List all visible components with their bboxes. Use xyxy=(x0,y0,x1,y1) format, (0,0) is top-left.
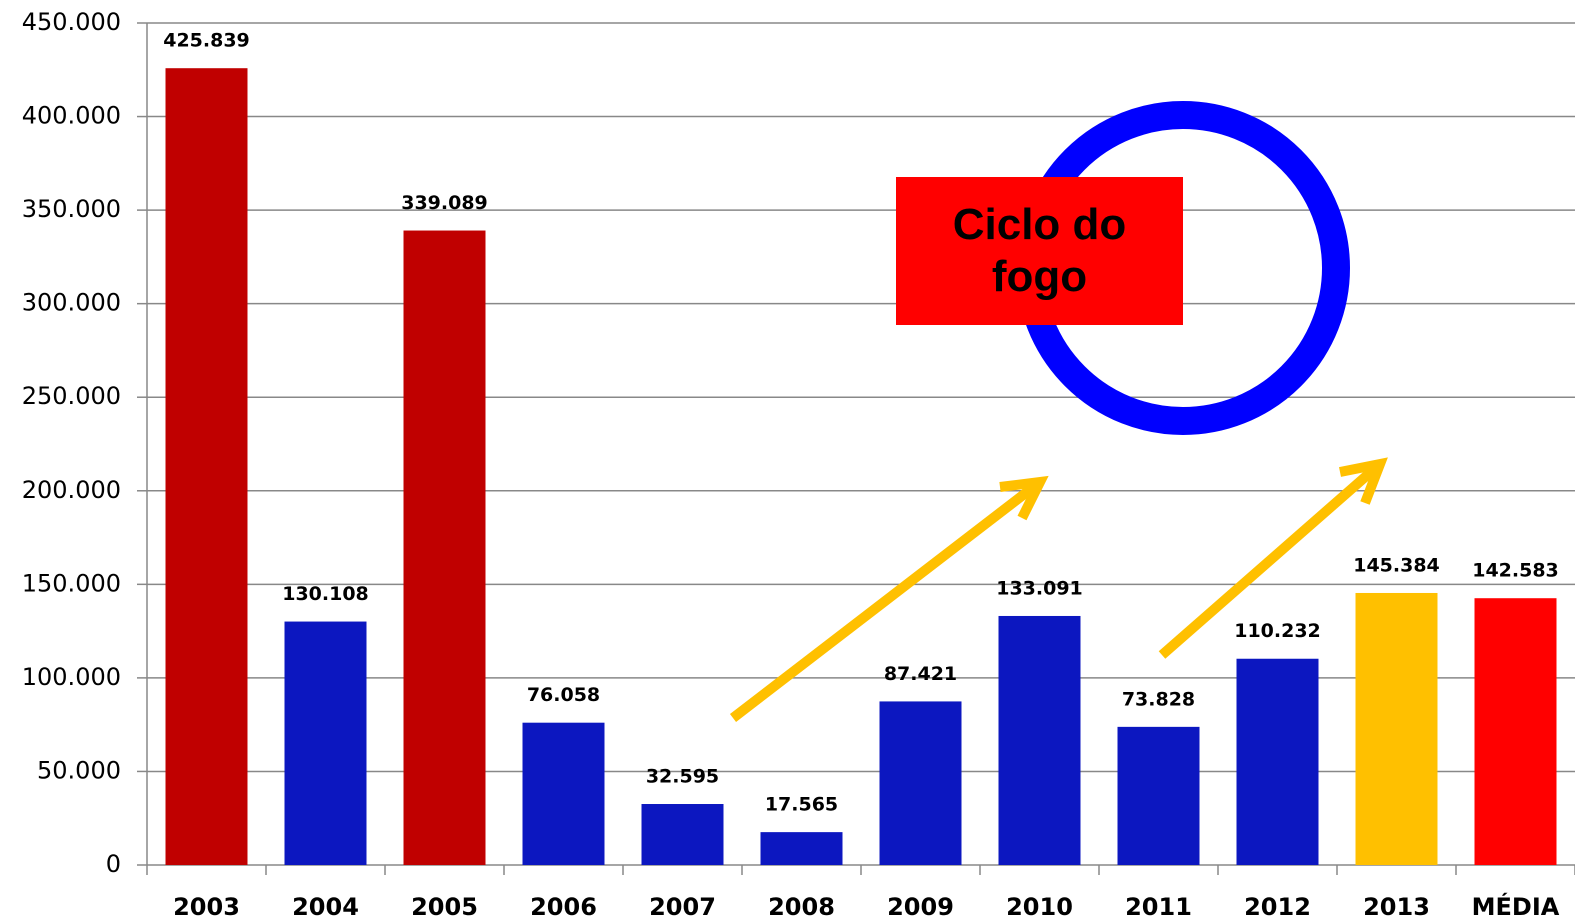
value-label: 17.565 xyxy=(765,794,838,816)
bar xyxy=(1236,658,1319,865)
value-label: 110.232 xyxy=(1234,620,1321,642)
x-tick-label: 2007 xyxy=(649,893,716,921)
bar xyxy=(165,68,248,866)
value-label: 133.091 xyxy=(996,577,1083,599)
y-tick-label: 300.000 xyxy=(22,289,121,317)
y-tick-label: 350.000 xyxy=(22,195,121,223)
y-tick-label: 0 xyxy=(106,850,121,878)
bar xyxy=(641,804,724,865)
bar xyxy=(760,832,843,865)
bar xyxy=(879,701,962,865)
value-label: 130.108 xyxy=(282,583,369,605)
bars: 425.839 130.108 339.089 76.058 32.595 17.565 8… xyxy=(163,30,1559,866)
arrow-head xyxy=(999,475,1049,521)
x-tick-label: 2004 xyxy=(292,893,359,921)
x-tick-label: 2006 xyxy=(530,893,597,921)
x-tick-label: 2003 xyxy=(173,893,240,921)
bar xyxy=(998,615,1081,865)
value-label: 425.839 xyxy=(163,30,250,52)
arrow xyxy=(729,478,1044,722)
arrow-head xyxy=(1339,457,1388,505)
value-label: 73.828 xyxy=(1122,688,1195,710)
x-tick-label: 2009 xyxy=(887,893,954,921)
arrows xyxy=(729,457,1388,722)
bar xyxy=(1355,592,1438,865)
x-tick-label: 2008 xyxy=(768,893,835,921)
y-tick-label: 50.000 xyxy=(37,756,121,784)
x-tick-label: 2005 xyxy=(411,893,478,921)
bar xyxy=(403,230,486,866)
y-tick-label: 450.000 xyxy=(22,8,121,36)
x-tick-label: MÉDIA xyxy=(1472,892,1560,921)
value-label: 76.058 xyxy=(527,684,600,706)
y-tick-label: 250.000 xyxy=(22,382,121,410)
bar xyxy=(284,621,367,865)
annotation: Ciclo do fogo xyxy=(896,177,1183,325)
x-tick-label: 2010 xyxy=(1006,893,1073,921)
arrow xyxy=(1158,460,1384,659)
value-label: 339.089 xyxy=(401,192,488,214)
bar xyxy=(1117,726,1200,865)
x-tick-label: 2011 xyxy=(1125,893,1192,921)
value-label: 32.595 xyxy=(646,766,719,788)
y-tick-label: 100.000 xyxy=(22,663,121,691)
y-tick-label: 400.000 xyxy=(22,102,121,130)
bar xyxy=(1474,598,1557,865)
y-tick-label: 150.000 xyxy=(22,569,121,597)
value-label: 142.583 xyxy=(1472,560,1559,582)
x-tick-label: 2013 xyxy=(1363,893,1430,921)
y-tick-label: 200.000 xyxy=(22,476,121,504)
x-tick-label: 2012 xyxy=(1244,893,1311,921)
value-label: 87.421 xyxy=(884,663,957,685)
bar xyxy=(522,722,605,865)
grid: 0 50.000 100.000 150.000 200.000 250.000 300.0… xyxy=(22,8,1575,921)
value-label: 145.384 xyxy=(1353,554,1440,576)
